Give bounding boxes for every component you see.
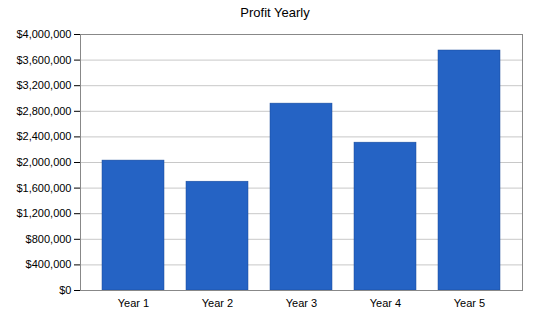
html-text:Profit Yearly: Profit Yearly <box>240 5 310 20</box>
svg-text:$3,600,000: $3,600,000 <box>16 54 71 66</box>
svg-text:Year 1: Year 1 <box>118 297 149 309</box>
svg-text:$1,600,000: $1,600,000 <box>16 182 71 194</box>
svg-text:$400,000: $400,000 <box>26 258 72 270</box>
svg-text:Year 4: Year 4 <box>370 297 401 309</box>
svg-text:Year 3: Year 3 <box>286 297 317 309</box>
svg-text:$0: $0 <box>59 284 71 296</box>
svg-text:$800,000: $800,000 <box>26 233 72 245</box>
svg-text:$2,800,000: $2,800,000 <box>16 105 71 117</box>
svg-text:$4,000,000: $4,000,000 <box>16 28 71 40</box>
svg-text:$2,400,000: $2,400,000 <box>16 130 71 142</box>
svg-text:Year 2: Year 2 <box>202 297 233 309</box>
svg-text:$3,200,000: $3,200,000 <box>16 79 71 91</box>
svg-text:$2,000,000: $2,000,000 <box>16 156 71 168</box>
svg-text:$1,200,000: $1,200,000 <box>16 207 71 219</box>
svg-text:Year 5: Year 5 <box>454 297 485 309</box>
